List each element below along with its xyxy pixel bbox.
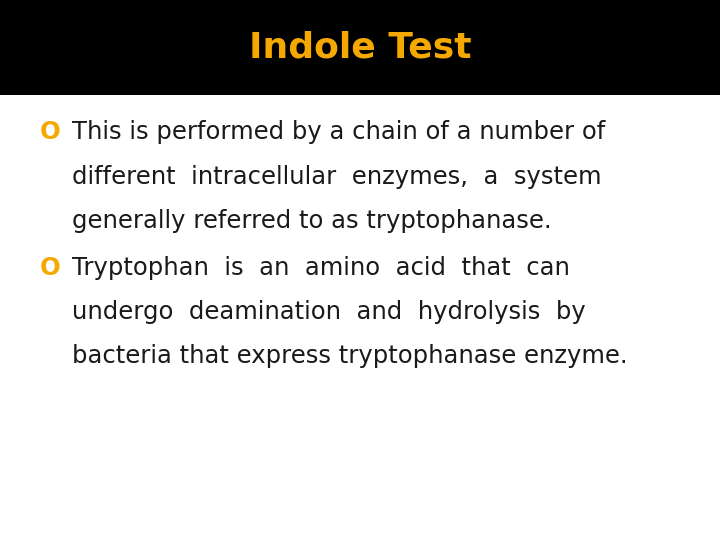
- Text: Tryptophan  is  an  amino  acid  that  can: Tryptophan is an amino acid that can: [72, 256, 570, 280]
- Text: Indole Test: Indole Test: [248, 30, 472, 64]
- Text: generally referred to as tryptophanase.: generally referred to as tryptophanase.: [72, 209, 552, 233]
- Text: This is performed by a chain of a number of: This is performed by a chain of a number…: [72, 120, 606, 144]
- Text: O: O: [40, 120, 60, 144]
- Text: different  intracellular  enzymes,  a  system: different intracellular enzymes, a syste…: [72, 165, 601, 188]
- Text: undergo  deamination  and  hydrolysis  by: undergo deamination and hydrolysis by: [72, 300, 586, 324]
- FancyBboxPatch shape: [0, 0, 720, 94]
- Text: bacteria that express tryptophanase enzyme.: bacteria that express tryptophanase enzy…: [72, 345, 628, 368]
- Text: O: O: [40, 256, 60, 280]
